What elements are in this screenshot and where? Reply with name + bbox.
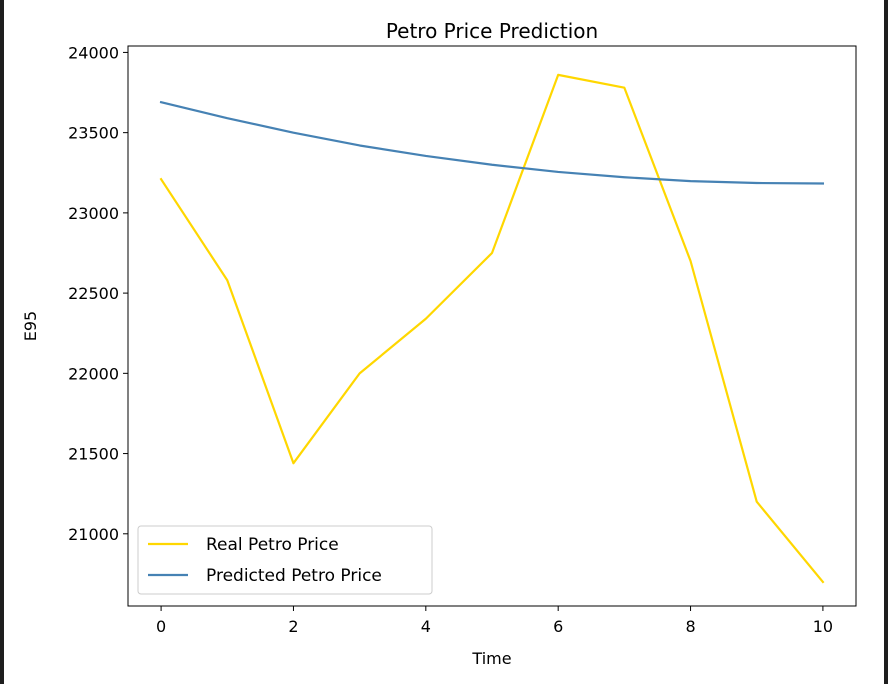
plot-frame: [127, 45, 857, 607]
y-tick-label: 21000: [68, 525, 119, 544]
y-tick-label: 22500: [68, 284, 119, 303]
x-tick-label: 8: [685, 617, 695, 636]
legend-box: [137, 525, 433, 595]
y-tick-label: 21500: [68, 445, 119, 464]
y-tick-label: 23500: [68, 124, 119, 143]
legend: Real Petro Price Predicted Petro Price: [137, 525, 433, 595]
series-line-predicted: [159, 100, 825, 185]
y-axis: 21000 21500 22000 22500 23000 23500 24000: [68, 43, 128, 544]
legend-label: Real Petro Price: [206, 535, 339, 555]
x-axis-label: Time: [471, 649, 511, 668]
chart-title: Petro Price Prediction: [386, 19, 598, 43]
y-axis-label: E95: [21, 311, 40, 341]
x-tick-label: 10: [813, 617, 833, 636]
chart-canvas: Petro Price Prediction 21000 21500 22000 22…: [4, 0, 884, 684]
legend-label: Predicted Petro Price: [206, 566, 382, 586]
y-tick-label: 22000: [68, 364, 119, 383]
x-axis: 0 2 4 6 8 10: [156, 606, 833, 636]
x-tick-label: 2: [288, 617, 298, 636]
x-tick-label: 6: [553, 617, 563, 636]
line-chart: Petro Price Prediction 21000215002200022…: [21, 19, 857, 668]
series-line-real: [159, 73, 825, 584]
y-tick-label: 24000: [68, 43, 119, 62]
plot-area: [127, 45, 857, 607]
y-tick-label: 23000: [68, 204, 119, 223]
x-tick-label: 0: [156, 617, 166, 636]
x-tick-label: 4: [421, 617, 431, 636]
